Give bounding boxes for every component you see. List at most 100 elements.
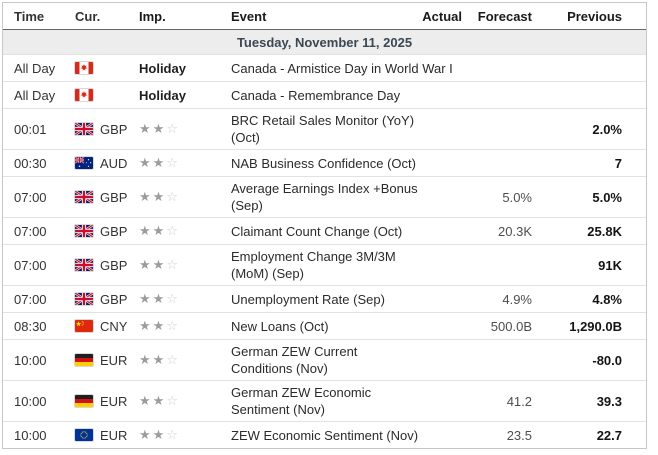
currency-cell: CNY: [75, 319, 139, 334]
importance-cell: ★★☆: [139, 427, 231, 443]
star-empty-icon: ☆: [166, 427, 180, 442]
event-name[interactable]: NAB Business Confidence (Oct): [231, 155, 416, 171]
event-name[interactable]: Unemployment Rate (Sep): [231, 291, 385, 307]
event-name[interactable]: Canada - Armistice Day in World War I: [231, 60, 453, 76]
calendar-event-row[interactable]: 10:00 EUR ★★☆ ZEW Economic Sentiment (No…: [3, 421, 646, 448]
star-empty-icon: ☆: [166, 352, 180, 367]
star-empty-icon: ☆: [166, 223, 180, 238]
forecast-value: 4.9%: [502, 291, 532, 307]
event-name[interactable]: New Loans (Oct): [231, 318, 329, 334]
event-time: 07:00: [14, 291, 47, 307]
star-filled-icon: ★: [152, 155, 167, 170]
star-empty-icon: ☆: [166, 121, 180, 136]
star-filled-icon: ★: [139, 393, 153, 408]
star-filled-icon: ★: [139, 291, 153, 306]
forecast-value: 41.2: [506, 393, 532, 409]
previous-value: 1,290.0B: [569, 318, 622, 334]
importance-cell: ★★☆: [139, 223, 231, 239]
calendar-event-row[interactable]: 10:00 EUR ★★☆ German ZEW Economic Sentime…: [3, 380, 646, 421]
importance-cell: ★★☆: [139, 318, 231, 334]
currency-cell: GBP: [75, 122, 139, 137]
star-empty-icon: ☆: [166, 257, 180, 272]
star-filled-icon: ★: [152, 257, 167, 272]
importance-cell: ★★☆: [139, 257, 231, 273]
currency-code: AUD: [100, 155, 128, 171]
column-header-actual: Actual: [422, 8, 462, 24]
calendar-event-row[interactable]: 07:00 GBP ★★☆ Employment Change 3M/3M (Mo…: [3, 244, 646, 285]
currency-cell: GBP: [75, 292, 139, 307]
star-empty-icon: ☆: [166, 393, 180, 408]
currency-code: GBP: [100, 189, 128, 205]
event-time: 07:00: [14, 223, 47, 239]
column-header-row: Time Cur. Imp. Event Actual Forecast Previous: [3, 3, 646, 30]
uk-flag-icon: [75, 191, 93, 203]
calendar-event-row[interactable]: 00:30 AUD ★★☆ NAB Business Confidence (O…: [3, 149, 646, 176]
calendar-event-row[interactable]: All Day Holiday Canada - Armistice Day i…: [3, 54, 646, 81]
column-header-imp: Imp.: [139, 8, 166, 24]
event-name[interactable]: German ZEW Current Conditions (Nov): [231, 344, 358, 376]
calendar-event-row[interactable]: All Day Holiday Canada - Remembrance Day: [3, 81, 646, 108]
previous-value: 2.0%: [592, 121, 622, 137]
event-name[interactable]: BRC Retail Sales Monitor (YoY) (Oct): [231, 113, 415, 145]
calendar-rows: All Day Holiday Canada - Armistice Day i…: [3, 54, 646, 448]
currency-code: GBP: [100, 223, 128, 239]
calendar-event-row[interactable]: 07:00 GBP ★★☆ Average Earnings Index +Bo…: [3, 176, 646, 217]
event-time: 10:00: [14, 393, 47, 409]
event-time: 00:30: [14, 155, 47, 171]
event-name[interactable]: German ZEW Economic Sentiment (Nov): [231, 385, 372, 417]
currency-code: EUR: [100, 393, 128, 409]
event-time: 07:00: [14, 257, 47, 273]
previous-value: 91K: [598, 257, 622, 273]
event-time: All Day: [14, 60, 56, 76]
forecast-value: 23.5: [506, 427, 532, 443]
star-empty-icon: ☆: [166, 189, 180, 204]
column-header-cur: Cur.: [75, 8, 101, 24]
star-filled-icon: ★: [139, 223, 153, 238]
previous-value: 25.8K: [587, 223, 622, 239]
currency-cell: GBP: [75, 224, 139, 239]
calendar-event-row[interactable]: 07:00 GBP ★★☆ Claimant Count Change (Oct…: [3, 217, 646, 244]
importance-cell: ★★☆: [139, 352, 231, 368]
currency-cell: AUD: [75, 156, 139, 171]
currency-code: EUR: [100, 427, 128, 443]
event-name[interactable]: Canada - Remembrance Day: [231, 87, 401, 103]
event-time: 10:00: [14, 352, 47, 368]
event-time: 10:00: [14, 427, 47, 443]
currency-cell: GBP: [75, 258, 139, 273]
star-filled-icon: ★: [152, 318, 167, 333]
event-name[interactable]: ZEW Economic Sentiment (Nov): [231, 427, 419, 443]
importance-cell: Holiday: [139, 61, 231, 76]
calendar-event-row[interactable]: 08:30 CNY ★★☆ New Loans (Oct) 500.0B 1,2…: [3, 312, 646, 339]
uk-flag-icon: [75, 225, 93, 237]
star-filled-icon: ★: [152, 121, 167, 136]
currency-cell: EUR: [75, 353, 139, 368]
calendar-event-row[interactable]: 07:00 GBP ★★☆ Unemployment Rate (Sep) 4.…: [3, 285, 646, 312]
forecast-value: 20.3K: [498, 223, 532, 239]
forecast-value: 5.0%: [502, 189, 532, 205]
star-empty-icon: ☆: [166, 291, 180, 306]
event-name[interactable]: Claimant Count Change (Oct): [231, 223, 403, 239]
event-time: 08:30: [14, 318, 47, 334]
germany-flag-icon: [75, 395, 93, 407]
previous-value: 7: [614, 155, 622, 171]
currency-cell: EUR: [75, 394, 139, 409]
star-filled-icon: ★: [139, 257, 153, 272]
event-time: All Day: [14, 87, 56, 103]
currency-cell: GBP: [75, 190, 139, 205]
column-header-previous: Previous: [567, 8, 622, 24]
currency-cell: [75, 62, 139, 74]
star-empty-icon: ☆: [166, 318, 180, 333]
currency-code: EUR: [100, 352, 128, 368]
previous-value: 22.7: [596, 427, 622, 443]
calendar-event-row[interactable]: 10:00 EUR ★★☆ German ZEW Current Conditio…: [3, 339, 646, 380]
uk-flag-icon: [75, 259, 93, 271]
event-name[interactable]: Employment Change 3M/3M (MoM) (Sep): [231, 249, 396, 281]
calendar-event-row[interactable]: 00:01 GBP ★★☆ BRC Retail Sales Monitor (…: [3, 108, 646, 149]
column-header-time: Time: [14, 8, 45, 24]
star-filled-icon: ★: [152, 291, 167, 306]
event-name[interactable]: Average Earnings Index +Bonus (Sep): [231, 181, 418, 213]
previous-value: -80.0: [592, 352, 622, 368]
event-time: 07:00: [14, 189, 47, 205]
event-time: 00:01: [14, 121, 47, 137]
importance-cell: ★★☆: [139, 189, 231, 205]
